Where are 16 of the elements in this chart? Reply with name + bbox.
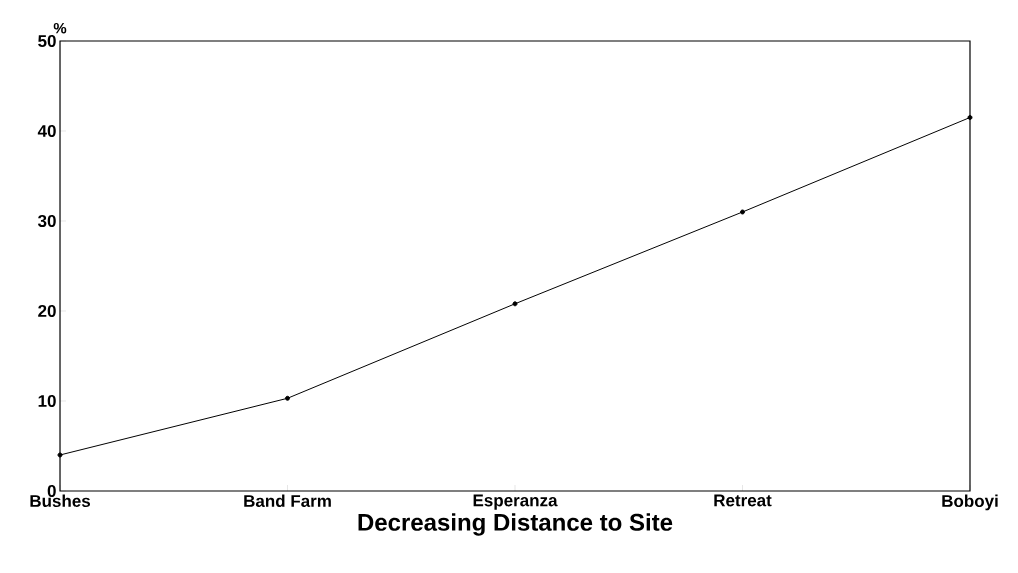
y-tick-label: 20	[38, 304, 56, 318]
x-tick-label: Esperanza	[473, 494, 558, 510]
y-tick-label: 40	[37, 124, 56, 138]
point	[285, 395, 291, 401]
x-tick-label: Retreat	[714, 494, 772, 507]
point	[967, 114, 973, 120]
point	[740, 209, 745, 215]
y-tick-label: 30	[37, 214, 56, 228]
point	[512, 301, 518, 307]
y-tick-label: 10	[38, 394, 56, 408]
x-tick-label: Band Farm	[244, 494, 331, 508]
y-axis-title: %	[53, 22, 67, 34]
x-axis-title: Decreasing Distance to Site	[358, 513, 673, 536]
x-tick-label: Boboyi	[942, 494, 998, 511]
y-tick-label: 50	[38, 34, 56, 48]
point	[57, 452, 63, 458]
